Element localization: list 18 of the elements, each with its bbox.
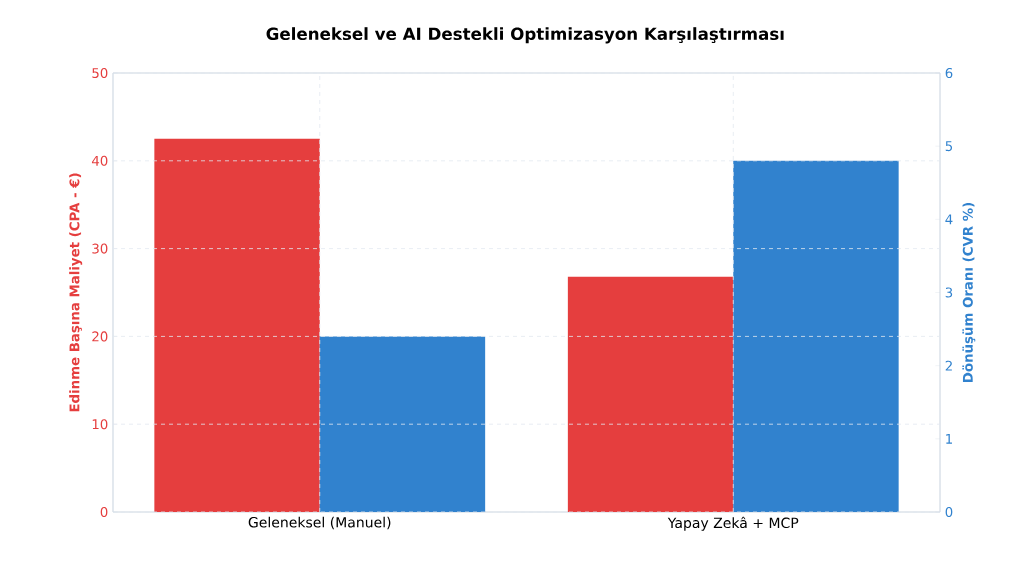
y-tick-label: 20: [92, 331, 108, 342]
y-tick-label: 40: [91, 155, 108, 166]
y2-tick-label: 3: [945, 287, 953, 298]
y-tick-label: 30: [92, 243, 108, 254]
y2-tick-label: 5: [945, 141, 953, 152]
y2-tick-label: 0: [945, 506, 953, 518]
y2-axis-title: Dönüşüm Oranı (CVR %): [962, 202, 976, 382]
y2-tick-label: 1: [946, 433, 952, 444]
x-tick-label: Yapay Zekâ + MCP: [667, 516, 799, 531]
y-tick-label: 50: [92, 67, 108, 79]
y-axis-title: Edinme Başına Maliyet (CPA - €): [69, 173, 83, 412]
y2-tick-label: 6: [945, 67, 953, 79]
y-tick-label: 10: [92, 419, 108, 430]
chart-title: Geleneksel ve AI Destekli Optimizasyon Karşılaştırması: [266, 27, 784, 44]
x-tick-label: Geleneksel (Manuel): [248, 516, 391, 530]
y2-tick-label: 4: [945, 214, 953, 225]
y-tick-label: 0: [100, 506, 108, 518]
y2-tick-label: 2: [945, 360, 952, 371]
